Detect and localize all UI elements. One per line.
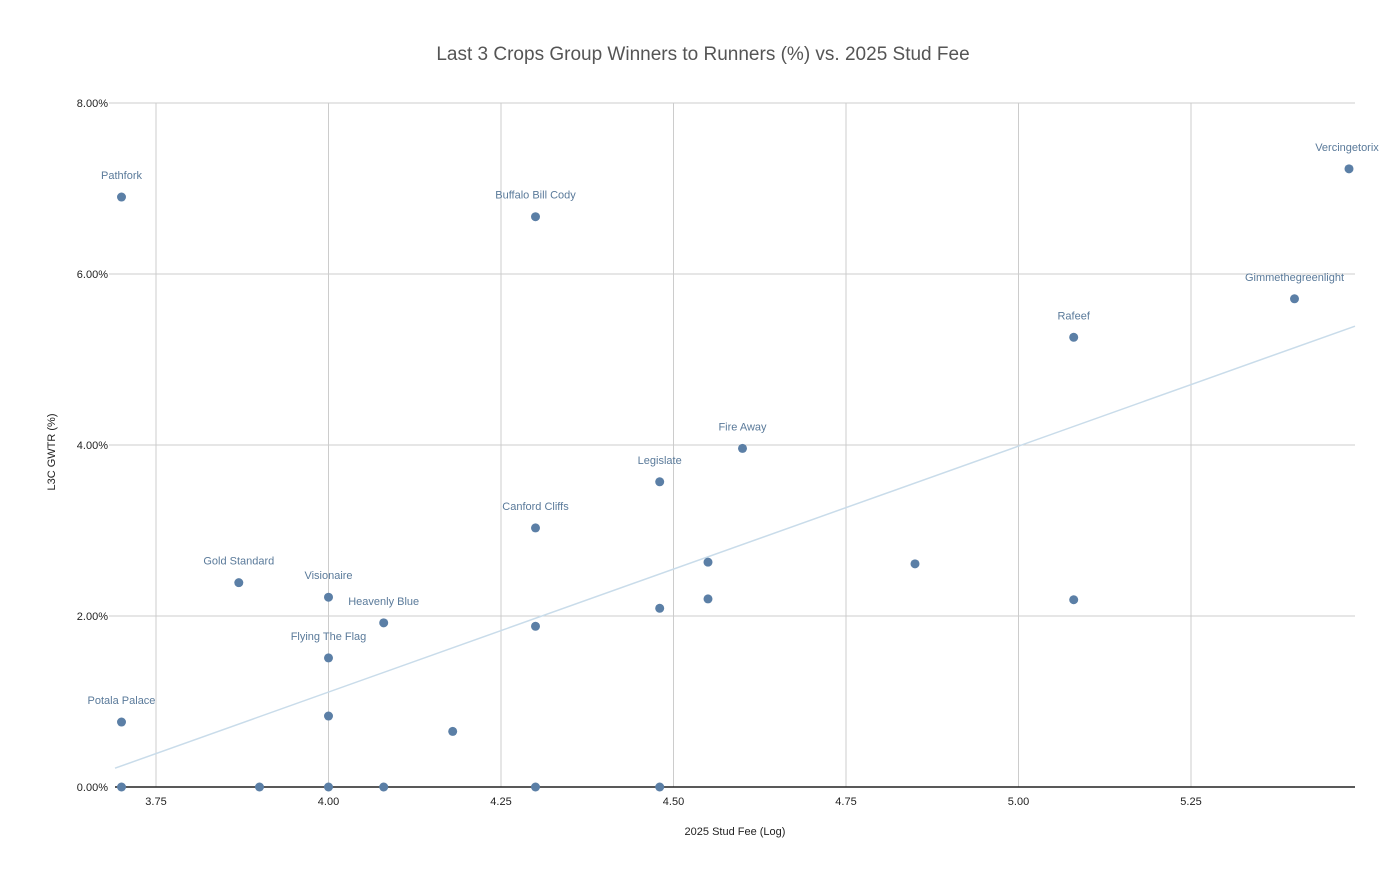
point-label: Canford Cliffs — [502, 501, 569, 513]
data-point[interactable]: Gold Standard — [203, 556, 274, 588]
point-marker[interactable] — [703, 594, 713, 604]
x-tick-label: 4.25 — [490, 796, 511, 808]
point-label: Legislate — [638, 455, 682, 467]
data-point[interactable] — [655, 603, 665, 613]
point-marker[interactable] — [1069, 332, 1079, 342]
point-marker[interactable] — [655, 782, 665, 792]
data-points: Pathfork Buffalo Bill Cody Vercingetorix Gi… — [88, 142, 1379, 792]
point-label: Vercingetorix — [1315, 142, 1379, 154]
x-axis-label: 2025 Stud Fee (Log) — [685, 826, 786, 838]
point-marker[interactable] — [531, 212, 540, 222]
data-point[interactable]: Gimmethegreenlight — [1245, 272, 1344, 304]
data-point[interactable]: Heavenly Blue — [348, 596, 419, 628]
point-marker[interactable] — [703, 557, 713, 567]
point-marker[interactable] — [234, 578, 244, 588]
point-label: Fire Away — [718, 421, 767, 433]
point-marker[interactable] — [531, 523, 540, 533]
data-point[interactable] — [117, 782, 126, 792]
point-label: Rafeef — [1057, 310, 1090, 322]
point-marker[interactable] — [1069, 595, 1079, 605]
data-point[interactable] — [324, 782, 333, 792]
data-point[interactable]: Vercingetorix — [1315, 142, 1379, 174]
point-marker[interactable] — [379, 782, 389, 792]
y-tick-label: 2.00% — [77, 611, 108, 623]
point-marker[interactable] — [117, 782, 126, 792]
y-tick-label: 0.00% — [77, 782, 108, 794]
point-marker[interactable] — [910, 559, 920, 569]
data-point[interactable] — [255, 782, 264, 792]
data-point[interactable]: Visionaire — [304, 570, 353, 602]
data-point[interactable]: Potala Palace — [88, 695, 156, 727]
point-marker[interactable] — [1290, 294, 1299, 304]
gridlines — [109, 102, 1355, 787]
data-point[interactable]: Fire Away — [718, 421, 767, 453]
point-label: Pathfork — [101, 170, 142, 182]
data-point[interactable]: Canford Cliffs — [502, 501, 569, 533]
data-point[interactable] — [1069, 595, 1079, 605]
data-point[interactable]: Rafeef — [1057, 310, 1091, 342]
data-point[interactable] — [379, 782, 389, 792]
trendline — [114, 325, 1356, 769]
point-marker[interactable] — [531, 621, 540, 631]
data-point[interactable] — [910, 559, 920, 569]
point-marker[interactable] — [324, 653, 333, 663]
x-tick-label: 4.00 — [318, 796, 339, 808]
point-marker[interactable] — [379, 618, 389, 628]
data-point[interactable] — [531, 621, 540, 631]
data-point[interactable] — [655, 782, 665, 792]
point-marker[interactable] — [738, 443, 747, 453]
data-point[interactable]: Legislate — [638, 455, 682, 487]
data-point[interactable]: Buffalo Bill Cody — [495, 190, 576, 222]
chart-title: Last 3 Crops Group Winners to Runners (%… — [436, 44, 970, 65]
x-tick-label: 4.75 — [835, 796, 856, 808]
point-label: Gold Standard — [203, 556, 274, 568]
point-marker[interactable] — [324, 711, 333, 721]
point-marker[interactable] — [448, 726, 458, 736]
x-axis-ticks: 3.75 4.00 4.25 4.50 4.75 5.00 5.25 — [145, 796, 1201, 808]
x-tick-label: 4.50 — [663, 796, 684, 808]
point-marker[interactable] — [655, 477, 665, 487]
point-marker[interactable] — [117, 192, 126, 202]
x-tick-label: 5.00 — [1008, 796, 1029, 808]
y-tick-label: 8.00% — [77, 98, 108, 110]
data-point[interactable]: Flying The Flag — [291, 631, 367, 663]
data-point[interactable] — [531, 782, 540, 792]
data-point[interactable] — [324, 711, 333, 721]
point-label: Visionaire — [304, 570, 352, 582]
y-axis-ticks: 0.00% 2.00% 4.00% 6.00% 8.00% — [77, 98, 108, 794]
point-label: Gimmethegreenlight — [1245, 272, 1344, 284]
point-marker[interactable] — [655, 603, 665, 613]
data-point[interactable] — [703, 557, 713, 567]
point-marker[interactable] — [324, 782, 333, 792]
y-tick-label: 6.00% — [77, 269, 108, 281]
point-label: Flying The Flag — [291, 631, 367, 643]
data-point[interactable] — [703, 594, 713, 604]
y-tick-label: 4.00% — [77, 440, 108, 452]
x-tick-label: 5.25 — [1180, 796, 1201, 808]
point-marker[interactable] — [531, 782, 540, 792]
point-marker[interactable] — [117, 717, 126, 727]
point-marker[interactable] — [255, 782, 264, 792]
point-marker[interactable] — [324, 592, 333, 602]
point-label: Potala Palace — [88, 695, 156, 707]
point-marker[interactable] — [1344, 164, 1354, 174]
data-point[interactable] — [448, 726, 458, 736]
x-tick-label: 3.75 — [145, 796, 166, 808]
data-point[interactable]: Pathfork — [101, 170, 142, 202]
y-axis-label: L3C GWTR (%) — [46, 414, 58, 491]
point-label: Buffalo Bill Cody — [495, 190, 576, 202]
point-label: Heavenly Blue — [348, 596, 419, 608]
